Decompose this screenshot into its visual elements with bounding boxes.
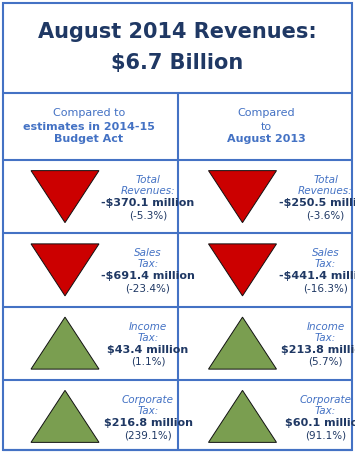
Text: Revenues:: Revenues: <box>298 186 353 196</box>
Text: to: to <box>261 121 272 131</box>
Text: (239.1%): (239.1%) <box>124 430 172 440</box>
Text: (1.1%): (1.1%) <box>131 357 165 367</box>
Text: Total: Total <box>313 175 338 185</box>
Text: (-3.6%): (-3.6%) <box>306 210 345 220</box>
Polygon shape <box>208 390 277 443</box>
Text: $216.8 million: $216.8 million <box>104 418 192 428</box>
Text: Tax:: Tax: <box>315 260 336 270</box>
Text: Income: Income <box>306 322 345 332</box>
Text: (91.1%): (91.1%) <box>305 430 346 440</box>
Text: Budget Act: Budget Act <box>54 135 123 145</box>
Text: estimates in 2014-15: estimates in 2014-15 <box>23 121 155 131</box>
Text: Tax:: Tax: <box>137 333 159 342</box>
Polygon shape <box>31 317 99 369</box>
Text: Total: Total <box>136 175 160 185</box>
Text: Corporate: Corporate <box>122 395 174 405</box>
Text: (5.7%): (5.7%) <box>308 357 343 367</box>
Polygon shape <box>31 244 99 296</box>
Text: Sales: Sales <box>134 248 162 258</box>
Text: August 2014 Revenues:: August 2014 Revenues: <box>38 23 317 43</box>
Text: August 2013: August 2013 <box>227 135 306 145</box>
Text: Revenues:: Revenues: <box>121 186 175 196</box>
Text: Corporate: Corporate <box>300 395 351 405</box>
Text: $6.7 Billion: $6.7 Billion <box>111 53 244 72</box>
Text: Tax:: Tax: <box>315 333 336 342</box>
Text: $60.1 million: $60.1 million <box>285 418 355 428</box>
Text: -$370.1 million: -$370.1 million <box>102 198 195 208</box>
Polygon shape <box>208 244 277 296</box>
Text: Compared to: Compared to <box>53 109 125 119</box>
Text: -$691.4 million: -$691.4 million <box>101 271 195 281</box>
Text: Income: Income <box>129 322 167 332</box>
Text: Compared: Compared <box>237 109 295 119</box>
Text: Tax:: Tax: <box>137 260 159 270</box>
Polygon shape <box>208 317 277 369</box>
Text: (-16.3%): (-16.3%) <box>303 284 348 294</box>
Polygon shape <box>31 171 99 222</box>
Text: Tax:: Tax: <box>315 406 336 416</box>
Text: -$441.4 million: -$441.4 million <box>279 271 355 281</box>
Text: Tax:: Tax: <box>137 406 159 416</box>
Text: (-23.4%): (-23.4%) <box>126 284 170 294</box>
Polygon shape <box>31 390 99 443</box>
Text: (-5.3%): (-5.3%) <box>129 210 167 220</box>
Text: Sales: Sales <box>312 248 339 258</box>
Polygon shape <box>208 171 277 222</box>
Text: -$250.5 million: -$250.5 million <box>279 198 355 208</box>
Text: $213.8 million: $213.8 million <box>281 345 355 355</box>
Text: $43.4 million: $43.4 million <box>107 345 189 355</box>
